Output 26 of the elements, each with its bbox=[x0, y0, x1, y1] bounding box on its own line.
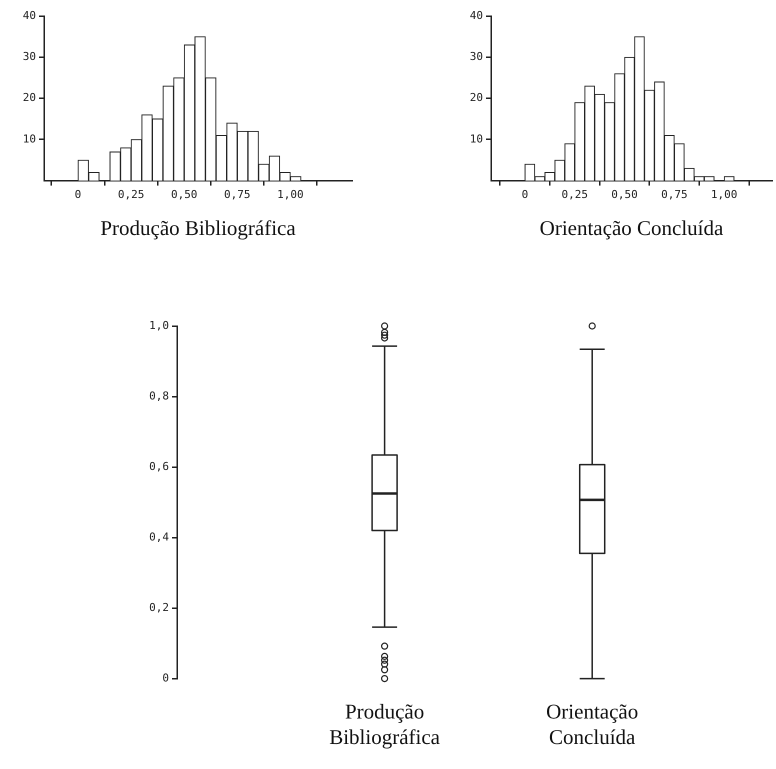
x-tick-label: 1,00 bbox=[277, 188, 304, 202]
x-axis-title: Orientação Concluída bbox=[540, 216, 724, 240]
y-tick-label: 0,4 bbox=[149, 530, 170, 544]
x-tick-label: 0,75 bbox=[661, 188, 688, 202]
y-tick-label: 30 bbox=[470, 50, 483, 64]
y-tick-label: 20 bbox=[22, 91, 36, 104]
y-tick-label: 0,6 bbox=[149, 460, 169, 473]
y-tick-label: 0,8 bbox=[149, 389, 169, 402]
y-tick-label: 40 bbox=[470, 8, 483, 22]
y-tick-label: 0 bbox=[162, 671, 169, 684]
y-tick-label: 30 bbox=[22, 50, 36, 64]
x-tick-label: 1,00 bbox=[710, 188, 738, 202]
x-tick-label: 0 bbox=[522, 188, 528, 202]
x-tick-label: 0,75 bbox=[224, 188, 251, 202]
x-tick-label: 0,50 bbox=[611, 188, 638, 202]
x-tick-label: 0,25 bbox=[561, 188, 588, 202]
y-tick-label: 20 bbox=[470, 91, 483, 104]
y-tick-label: 10 bbox=[470, 132, 483, 146]
x-tick-label: 0,25 bbox=[118, 188, 144, 202]
x-axis-title: Produção Bibliográfica bbox=[100, 216, 296, 240]
y-tick-label: 1,0 bbox=[149, 318, 169, 332]
x-tick-label: 0 bbox=[74, 188, 82, 202]
x-tick-label: 0,50 bbox=[170, 188, 198, 202]
y-tick-label: 40 bbox=[22, 8, 36, 22]
y-tick-label: 10 bbox=[22, 132, 36, 146]
y-tick-label: 0,2 bbox=[149, 600, 169, 614]
